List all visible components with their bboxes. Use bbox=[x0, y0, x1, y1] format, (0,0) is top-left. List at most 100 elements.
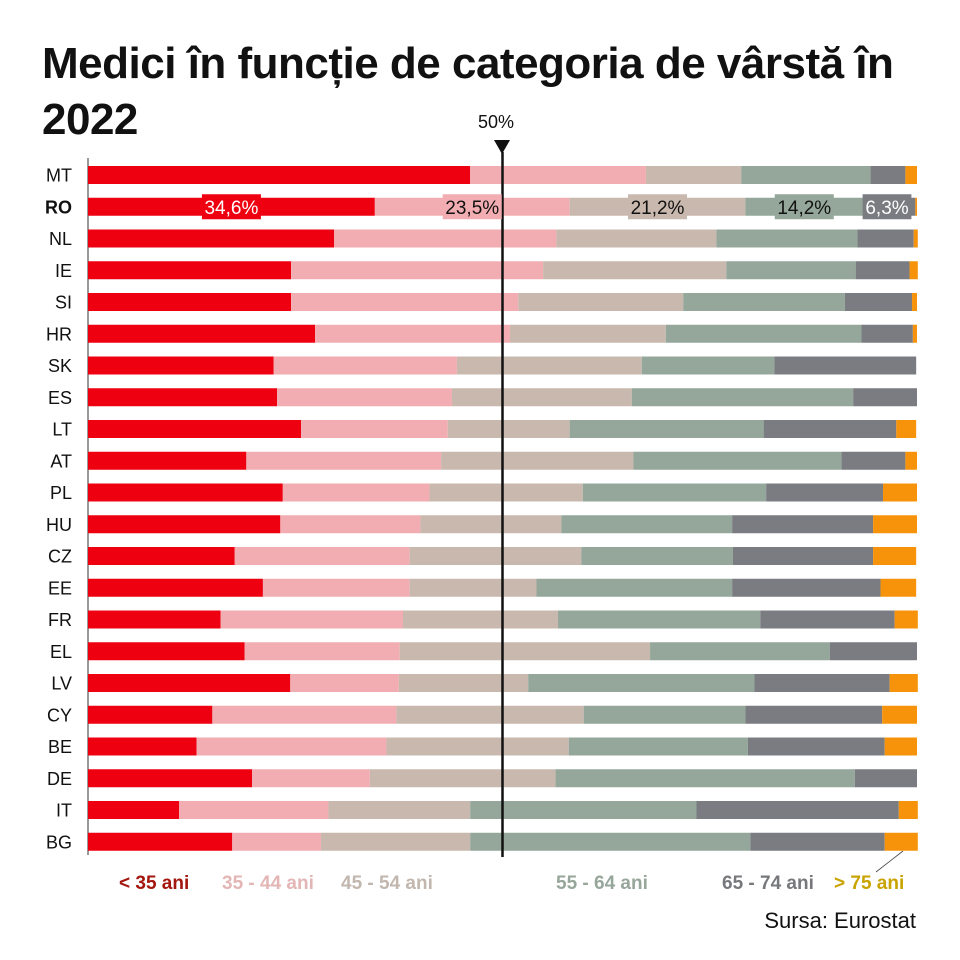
bar-segment-ie-4 bbox=[855, 261, 910, 280]
legend-item-2: 45 - 54 ani bbox=[341, 873, 433, 894]
bar-segment-de-2 bbox=[369, 769, 556, 788]
category-label-be: BE bbox=[48, 737, 72, 757]
data-label-4: 6,3% bbox=[865, 198, 908, 219]
bar-segment-pl-3 bbox=[582, 483, 767, 502]
bar-segment-de-4 bbox=[854, 769, 917, 788]
source-note: Sursa: Eurostat bbox=[764, 908, 916, 933]
bar-segment-it-0 bbox=[88, 801, 180, 819]
category-label-sk: SK bbox=[48, 356, 72, 376]
bar-segment-at-5 bbox=[905, 451, 917, 470]
bar-segment-sk-4 bbox=[774, 356, 917, 375]
bar-segment-si-2 bbox=[518, 293, 684, 311]
bar-segment-hr-3 bbox=[665, 324, 862, 343]
legend-item-5: > 75 ani bbox=[834, 873, 904, 894]
bar-segment-fr-4 bbox=[760, 610, 895, 629]
bar-segment-pl-5 bbox=[883, 483, 917, 502]
bar-segment-cz-0 bbox=[88, 547, 235, 565]
bar-segment-ee-2 bbox=[409, 578, 537, 597]
data-label-box-3 bbox=[774, 194, 834, 220]
legend-item-3: 55 - 64 ani bbox=[556, 873, 648, 894]
bar-segment-be-4 bbox=[747, 737, 885, 756]
category-label-bg: BG bbox=[46, 832, 72, 852]
data-label-box-1 bbox=[442, 194, 502, 220]
bar-segment-hr-4 bbox=[861, 324, 913, 343]
bar-segment-ro-5 bbox=[915, 197, 917, 216]
bar-segment-hu-3 bbox=[561, 515, 733, 534]
bar-segment-cy-4 bbox=[745, 705, 883, 724]
bar-segment-lt-3 bbox=[569, 420, 764, 438]
category-label-at: AT bbox=[50, 451, 72, 471]
bar-segment-es-4 bbox=[853, 388, 917, 407]
bar-segment-ie-3 bbox=[726, 261, 856, 280]
data-label-box-2 bbox=[628, 194, 688, 220]
bar-segment-si-0 bbox=[88, 293, 292, 311]
bar-segment-bg-2 bbox=[320, 832, 471, 851]
bar-segment-cy-1 bbox=[212, 705, 397, 724]
bar-segment-it-5 bbox=[898, 801, 918, 819]
bar-segment-at-4 bbox=[841, 451, 906, 470]
bar-segment-de-0 bbox=[88, 769, 253, 788]
bar-segment-it-4 bbox=[696, 801, 899, 819]
bar-segment-cz-1 bbox=[234, 547, 410, 565]
bar-segment-hu-1 bbox=[280, 515, 421, 534]
bar-segment-mt-3 bbox=[741, 166, 871, 184]
bar-segment-el-0 bbox=[88, 642, 245, 661]
bar-segment-lv-2 bbox=[398, 674, 529, 692]
bar-segment-fr-1 bbox=[220, 610, 404, 629]
category-label-hr: HR bbox=[46, 324, 72, 344]
category-label-si: SI bbox=[55, 293, 72, 313]
bar-segment-el-3 bbox=[650, 642, 830, 661]
bar-segment-be-5 bbox=[884, 737, 917, 756]
bar-segment-bg-5 bbox=[884, 832, 918, 851]
bar-segment-nl-1 bbox=[334, 229, 557, 248]
bar-segment-pl-0 bbox=[88, 483, 283, 502]
bar-segment-es-2 bbox=[451, 388, 632, 407]
bar-segment-el-2 bbox=[399, 642, 651, 661]
category-label-hu: HU bbox=[46, 515, 72, 535]
chart-title: Medici în funcție de categoria de vârstă… bbox=[42, 39, 894, 144]
bar-segment-lt-1 bbox=[301, 420, 448, 438]
bar-segment-es-3 bbox=[631, 388, 854, 407]
bar-segment-be-0 bbox=[88, 737, 197, 756]
bar-segment-cz-4 bbox=[732, 547, 874, 565]
bar-segment-cz-5 bbox=[873, 547, 917, 565]
reference-line-label: 50% bbox=[478, 112, 515, 132]
bar-segment-hr-5 bbox=[912, 324, 917, 343]
bar-segment-ie-0 bbox=[88, 261, 292, 280]
data-label-1: 23,5% bbox=[445, 198, 499, 219]
bar-segment-lt-4 bbox=[763, 420, 897, 438]
bar-segment-sk-0 bbox=[88, 356, 274, 375]
category-label-ro: RO bbox=[45, 197, 72, 217]
category-label-cz: CZ bbox=[48, 547, 72, 567]
data-label-box-0 bbox=[201, 194, 261, 220]
bar-segment-el-4 bbox=[829, 642, 917, 661]
bar-segment-nl-3 bbox=[716, 229, 858, 248]
bar-segment-cy-2 bbox=[396, 705, 584, 724]
bar-segment-bg-0 bbox=[88, 832, 233, 851]
bar-segment-cz-2 bbox=[409, 547, 582, 565]
bar-segment-hr-0 bbox=[88, 324, 316, 343]
category-label-lv: LV bbox=[51, 674, 72, 694]
bar-segment-at-0 bbox=[88, 451, 247, 470]
bar-segment-fr-5 bbox=[894, 610, 918, 629]
legend-item-0: < 35 ani bbox=[119, 873, 189, 894]
bar-segment-ee-1 bbox=[262, 578, 410, 597]
category-label-mt: MT bbox=[46, 166, 72, 186]
bar-segment-lv-4 bbox=[754, 674, 890, 692]
data-label-2: 21,2% bbox=[631, 198, 685, 219]
bar-segment-bg-4 bbox=[750, 832, 885, 851]
bar-segment-es-1 bbox=[277, 388, 452, 407]
bar-segment-lt-0 bbox=[88, 420, 302, 438]
category-label-pl: PL bbox=[50, 483, 72, 503]
category-label-it: IT bbox=[56, 801, 72, 821]
bar-segment-cy-3 bbox=[583, 705, 746, 724]
bar-segment-lv-5 bbox=[889, 674, 918, 692]
bar-segment-lv-3 bbox=[528, 674, 755, 692]
bar-segment-si-5 bbox=[912, 293, 917, 311]
bar-segment-sk-2 bbox=[456, 356, 642, 375]
bar-segment-be-2 bbox=[386, 737, 569, 756]
category-label-lt: LT bbox=[52, 420, 72, 440]
bar-segment-be-3 bbox=[568, 737, 748, 756]
bar-segment-ee-0 bbox=[88, 578, 263, 597]
